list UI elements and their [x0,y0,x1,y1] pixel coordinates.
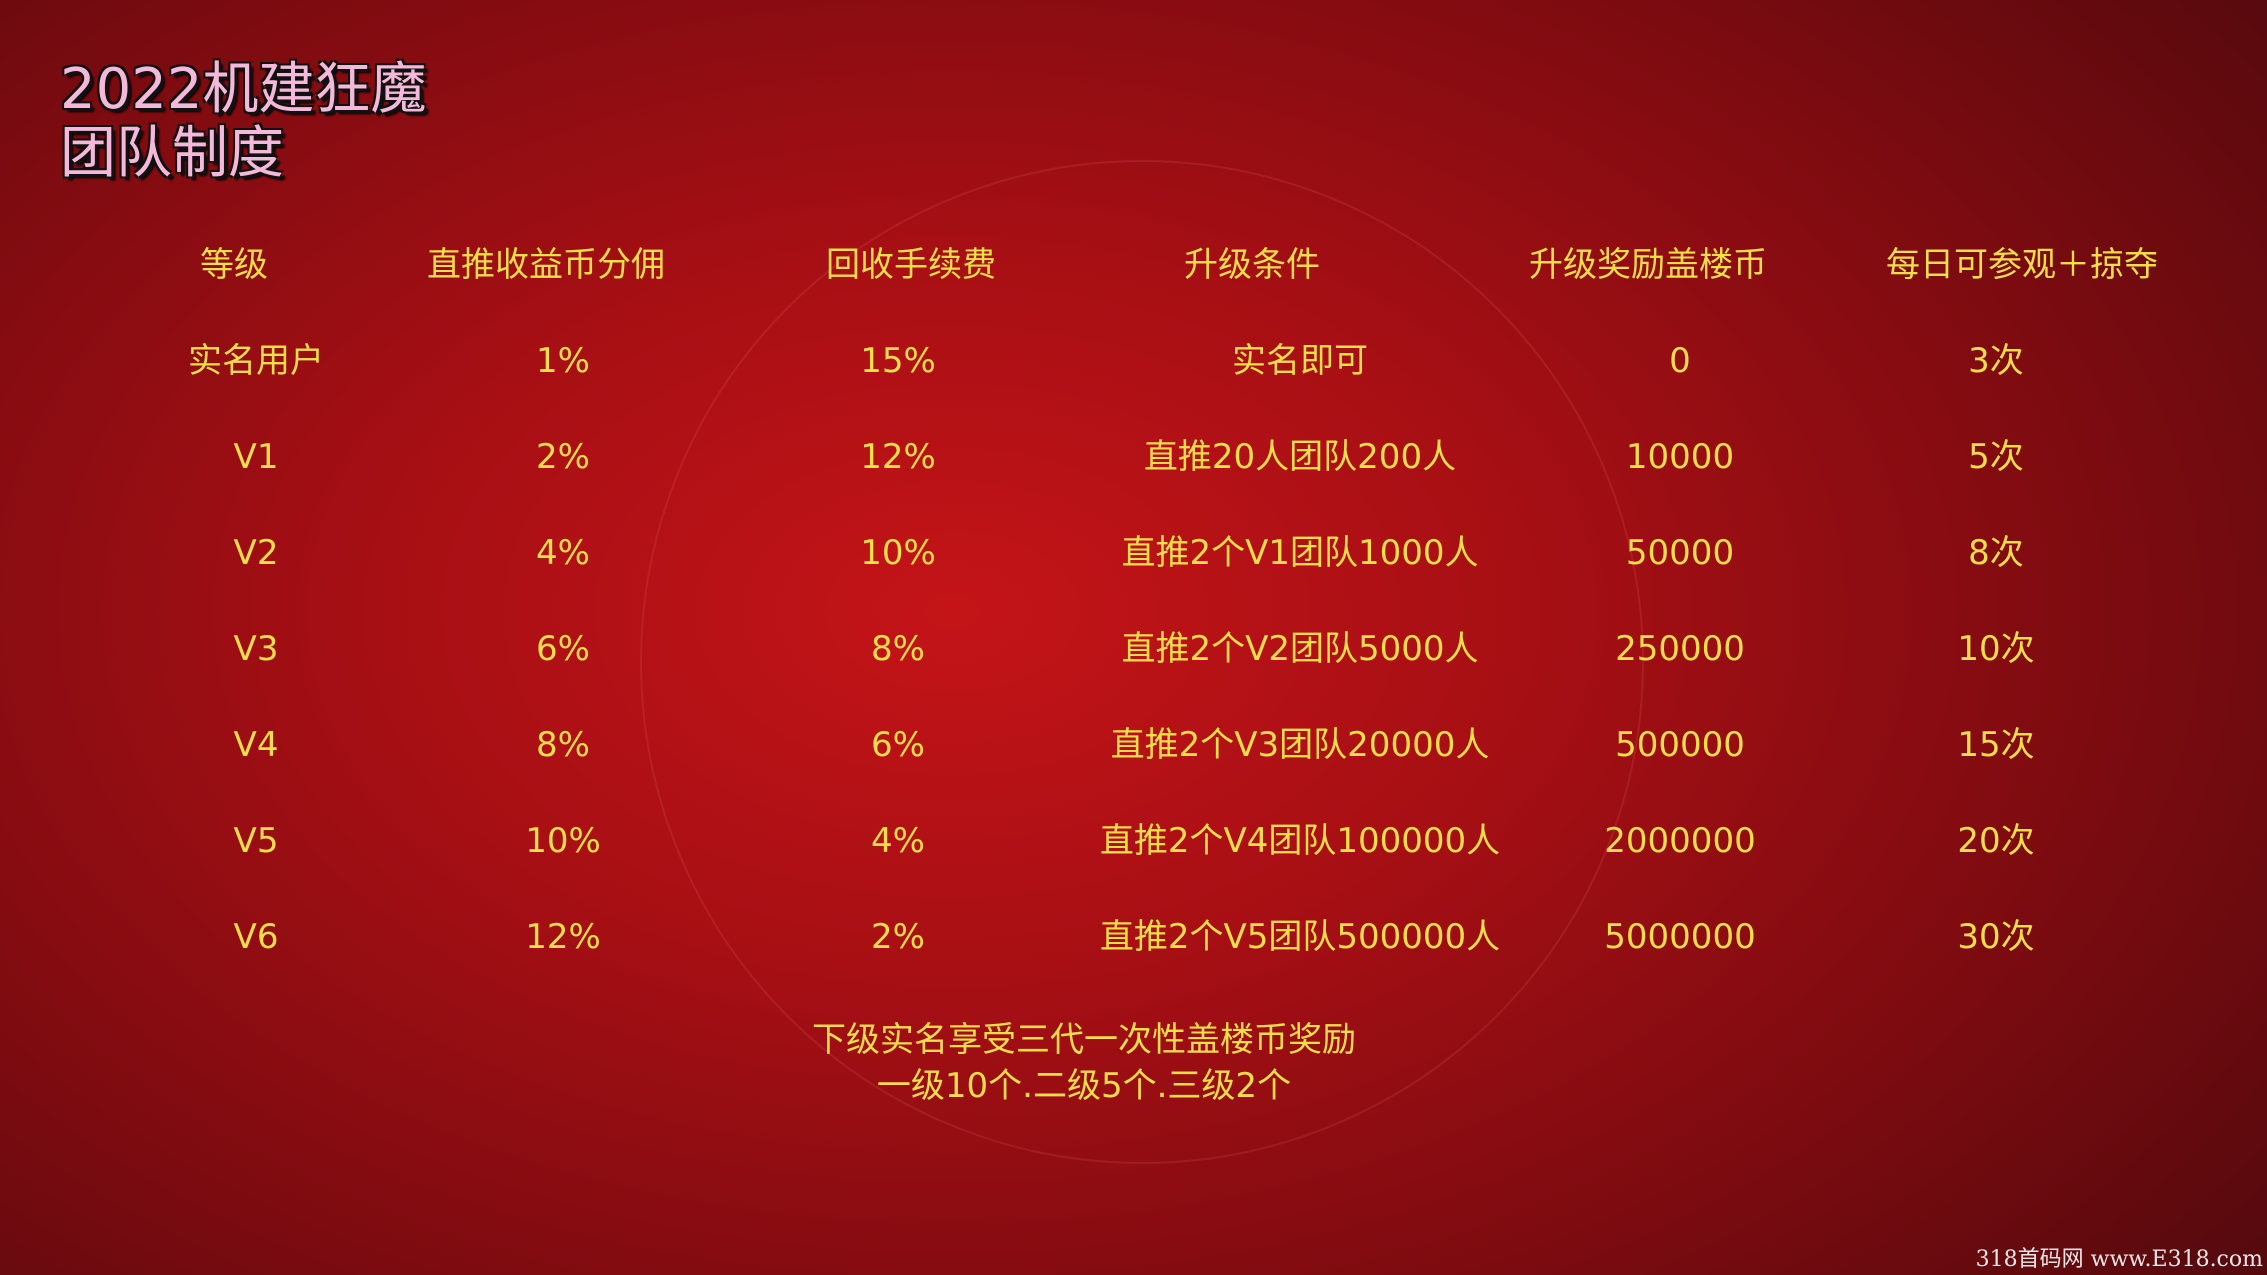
cell-commission: 1% [536,341,590,381]
title-line-1: 2022机建狂魔 [60,57,427,122]
footer-line-2: 一级10个.二级5个.三级2个 [876,1066,1292,1106]
cell-daily-visits: 3次 [1968,341,2024,381]
cell-recycle-fee: 6% [871,725,925,765]
cell-commission: 6% [536,629,590,669]
cell-upgrade-reward: 10000 [1625,437,1735,477]
cell-level: V1 [233,437,279,477]
cell-upgrade-condition: 直推2个V2团队5000人 [1121,629,1479,669]
cell-upgrade-condition: 直推2个V4团队100000人 [1099,821,1501,861]
cell-upgrade-reward: 5000000 [1604,917,1756,957]
cell-daily-visits: 20次 [1957,821,2035,861]
cell-level: V5 [233,821,279,861]
cell-daily-visits: 5次 [1968,437,2024,477]
cell-level: V3 [233,629,279,669]
cell-recycle-fee: 15% [860,341,936,381]
cell-daily-visits: 10次 [1957,629,2035,669]
cell-upgrade-condition: 直推2个V5团队500000人 [1099,917,1501,957]
cell-upgrade-reward: 500000 [1615,725,1745,765]
cell-daily-visits: 8次 [1968,533,2024,573]
cell-level: V2 [233,533,279,573]
cell-upgrade-condition: 直推2个V3团队20000人 [1110,725,1490,765]
cell-commission: 4% [536,533,590,573]
decorative-ring [640,160,1644,1164]
page-title: 2022机建狂魔 团队制度 [60,58,427,186]
cell-upgrade-reward: 50000 [1625,533,1735,573]
cell-upgrade-condition: 直推2个V1团队1000人 [1121,533,1479,573]
cell-level: 实名用户 [188,341,324,381]
cell-recycle-fee: 4% [871,821,925,861]
cell-commission: 2% [536,437,590,477]
watermark: 318首码网 www.E318.com [1975,1247,2263,1272]
cell-upgrade-reward: 250000 [1615,629,1745,669]
cell-recycle-fee: 2% [871,917,925,957]
cell-daily-visits: 30次 [1957,917,2035,957]
header-upgrade-condition: 升级条件 [1184,245,1320,285]
cell-commission: 10% [525,821,601,861]
header-daily-visits: 每日可参观＋掠夺 [1886,245,2158,285]
cell-commission: 12% [525,917,601,957]
cell-upgrade-condition: 实名即可 [1232,341,1368,381]
cell-commission: 8% [536,725,590,765]
header-recycle-fee: 回收手续费 [826,245,996,285]
cell-recycle-fee: 12% [860,437,936,477]
cell-level: V6 [233,917,279,957]
cell-upgrade-reward: 2000000 [1604,821,1756,861]
cell-recycle-fee: 10% [860,533,936,573]
cell-daily-visits: 15次 [1957,725,2035,765]
title-line-2: 团队制度 [60,121,284,186]
cell-upgrade-condition: 直推20人团队200人 [1143,437,1457,477]
footer-line-1: 下级实名享受三代一次性盖楼币奖励 [812,1020,1356,1060]
header-level: 等级 [200,245,268,285]
cell-recycle-fee: 8% [871,629,925,669]
cell-level: V4 [233,725,279,765]
header-commission: 直推收益币分佣 [427,245,665,285]
header-upgrade-reward: 升级奖励盖楼币 [1529,245,1767,285]
cell-upgrade-reward: 0 [1669,341,1691,381]
